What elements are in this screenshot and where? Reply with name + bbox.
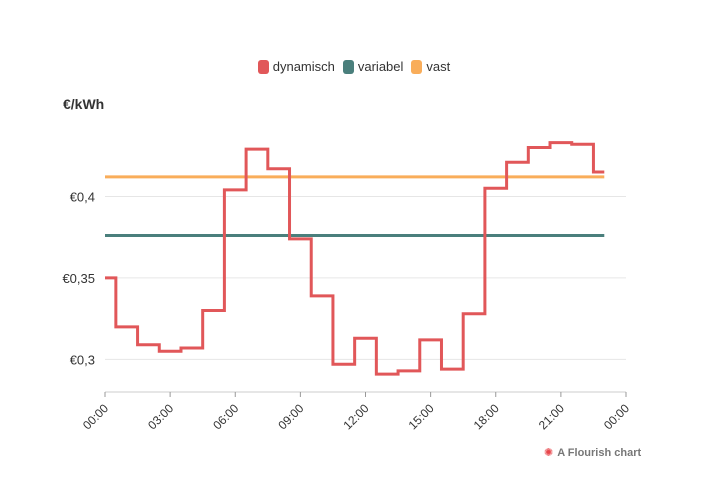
legend: dynamisch variabel vast	[0, 59, 708, 74]
legend-swatch-variabel	[342, 59, 354, 74]
legend-swatch-vast	[411, 59, 423, 74]
legend-label-vast: vast	[426, 59, 451, 74]
x-tick-label: 18:00	[471, 401, 502, 432]
y-tick-label: €0,35	[62, 271, 95, 286]
x-tick-label: 09:00	[275, 401, 306, 432]
y-axis-unit-label: €/kWh	[63, 96, 105, 112]
flourish-attribution[interactable]: ✺ A Flourish chart	[544, 446, 642, 460]
legend-item-dynamisch[interactable]: dynamisch	[257, 59, 335, 74]
x-tick-label: 00:00	[601, 401, 632, 432]
legend-label-variabel: variabel	[357, 59, 404, 74]
y-tick-label: €0,4	[70, 189, 95, 204]
y-tick-label: €0,3	[70, 352, 95, 367]
x-tick-label: 00:00	[80, 401, 111, 432]
x-tick-label: 12:00	[340, 401, 371, 432]
x-tick-label: 21:00	[536, 401, 567, 432]
series-line-dynamisch	[105, 141, 605, 376]
legend-swatch-dynamisch	[257, 59, 269, 74]
legend-item-variabel[interactable]: variabel	[342, 59, 404, 74]
legend-label-dynamisch: dynamisch	[272, 59, 335, 74]
legend-item-vast[interactable]: vast	[411, 59, 450, 74]
flourish-logo-icon: ✺	[544, 447, 554, 459]
attribution-label: A Flourish chart	[557, 446, 642, 459]
x-tick-label: 15:00	[406, 401, 437, 432]
x-tick-label: 03:00	[145, 401, 176, 432]
x-tick-label: 06:00	[210, 401, 241, 432]
